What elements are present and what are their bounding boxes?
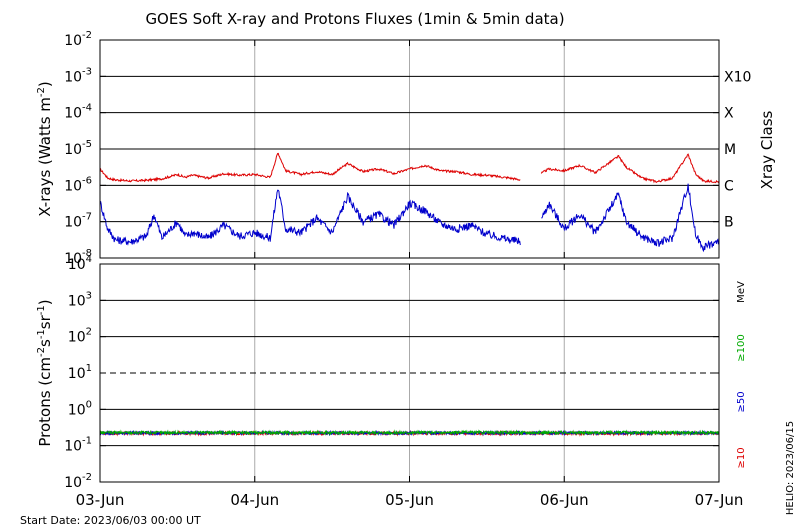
y-tick-label: 103 (68, 290, 92, 309)
xray-y-tick-labels: 10-8 10-7 10-6 10-5 10-4 10-3 10-2 (64, 30, 719, 267)
proton-legend-entry: ≥100 (736, 334, 747, 361)
xray-short-series (99, 189, 521, 246)
y-tick-label: 10-1 (64, 436, 92, 455)
y-tick-label: 10-8 (64, 248, 92, 267)
xray-panel: 10-8 10-7 10-6 10-5 10-4 10-3 10-2 B C M X X10 X-r… (36, 30, 776, 267)
y-tick-label: 102 (68, 327, 92, 346)
proton-legend-entry: ≥50 (736, 391, 747, 412)
xray-class-b: B (724, 215, 734, 231)
xray-class-x: X (724, 106, 734, 122)
proton-y-axis-label: Protons (cm-2s-1sr-1) (36, 299, 54, 446)
proton-unit-label: MeV (736, 281, 747, 303)
proton-panel: 10-2 10-1 100 101 102 103 104 Protons (cm-2s-1… (36, 254, 747, 491)
xray-series-group (99, 152, 720, 253)
proton-legend: ≥100 ≥50 ≥10 (736, 334, 747, 468)
xray-y-axis-label: X-rays (Watts m-2) (36, 81, 54, 216)
helio-date-label: HELIO: 2023/06/15 (785, 421, 796, 515)
y-tick-label: 10-4 (64, 103, 92, 122)
xray-class-axis-label: Xray Class (758, 110, 776, 189)
proton-series-group (99, 429, 720, 437)
y-tick-label: 10-7 (64, 212, 92, 231)
y-tick-label: 10-6 (64, 175, 92, 194)
x-tick-label: 06-Jun (540, 491, 589, 509)
xray-long-series (99, 152, 521, 183)
x-tick-label: 07-Jun (695, 491, 744, 509)
xray-class-m: M (724, 142, 736, 158)
xray-class-x10: X10 (724, 69, 751, 85)
y-tick-label: 104 (68, 254, 92, 273)
xray-class-labels: B C M X X10 (724, 69, 751, 230)
start-date-label: Start Date: 2023/06/03 00:00 UT (20, 514, 201, 527)
proton-y-tick-labels: 10-2 10-1 100 101 102 103 104 (64, 254, 719, 491)
proton-legend-entry: ≥10 (736, 447, 747, 468)
xray-gridlines (100, 40, 719, 258)
y-tick-label: 10-2 (64, 472, 92, 491)
y-tick-label: 10-3 (64, 66, 92, 85)
y-tick-label: 10-5 (64, 139, 92, 158)
chart-title: GOES Soft X-ray and Protons Fluxes (1min… (145, 10, 564, 28)
xray-short-series (541, 183, 720, 253)
x-tick-labels: 03-Jun 04-Jun 05-Jun 06-Jun 07-Jun (76, 40, 744, 509)
xray-long-series (540, 153, 720, 184)
proton-series (99, 429, 720, 436)
y-tick-label: 10-2 (64, 30, 92, 49)
proton-gridlines (100, 264, 719, 482)
x-tick-label: 03-Jun (76, 491, 125, 509)
y-tick-label: 100 (68, 399, 92, 418)
x-tick-label: 04-Jun (230, 491, 279, 509)
xray-class-c: C (724, 178, 734, 194)
y-tick-label: 101 (68, 363, 92, 382)
x-tick-label: 05-Jun (385, 491, 434, 509)
